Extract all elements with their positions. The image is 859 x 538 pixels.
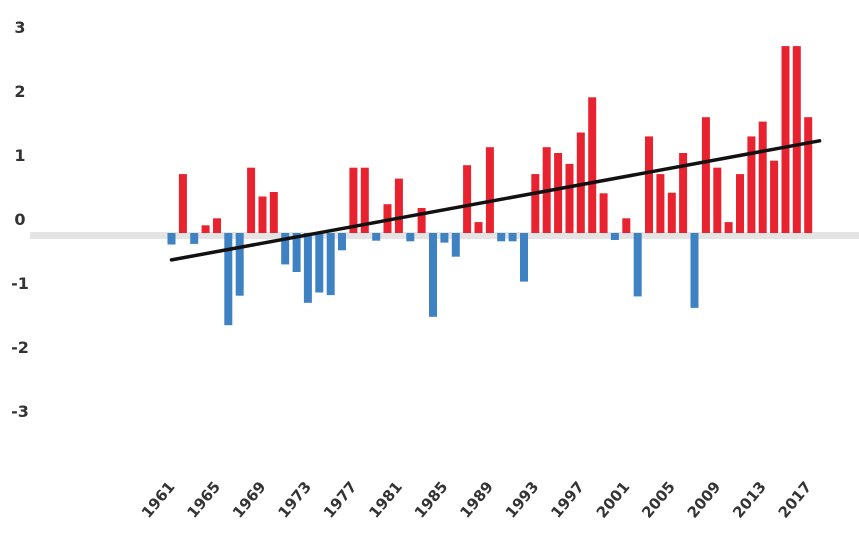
x-tick-label: 2001 bbox=[593, 478, 634, 522]
bar-1996 bbox=[565, 163, 574, 233]
bar-1997 bbox=[576, 132, 585, 233]
bar-1968 bbox=[247, 167, 256, 233]
bar-2013 bbox=[758, 121, 767, 233]
bar-2008 bbox=[701, 117, 710, 233]
bar-1977 bbox=[349, 167, 358, 233]
bar-1969 bbox=[258, 196, 267, 233]
bar-1962 bbox=[178, 174, 187, 233]
x-tick-label: 1985 bbox=[411, 478, 452, 522]
bar-1979 bbox=[372, 233, 381, 241]
bar-2003 bbox=[645, 136, 653, 233]
x-tick-label: 1969 bbox=[229, 478, 270, 522]
bar-1966 bbox=[224, 233, 233, 326]
bar-2002 bbox=[633, 233, 642, 297]
bar-1991 bbox=[508, 233, 517, 242]
bar-2005 bbox=[667, 192, 676, 233]
bar-2015 bbox=[781, 46, 790, 233]
trend-line bbox=[169, 139, 822, 262]
y-axis: 3 2 1 0 -1 -2 -3 bbox=[11, 18, 29, 421]
bar-1995 bbox=[554, 153, 563, 233]
y-tick-label: -2 bbox=[11, 338, 29, 357]
bar-2006 bbox=[679, 153, 688, 233]
bar-1974 bbox=[315, 233, 324, 293]
bar-1983 bbox=[417, 208, 426, 233]
bar-1998 bbox=[588, 97, 597, 233]
y-tick-label: 2 bbox=[14, 82, 25, 101]
x-tick-label: 2009 bbox=[684, 478, 725, 522]
x-tick-label: 1989 bbox=[456, 478, 497, 522]
bar-1981 bbox=[394, 178, 403, 233]
bar-2016 bbox=[792, 46, 801, 233]
bar-1982 bbox=[406, 233, 415, 242]
bar-2011 bbox=[736, 174, 744, 233]
bar-1967 bbox=[235, 233, 244, 296]
y-tick-label: 1 bbox=[14, 146, 25, 165]
bar-2012 bbox=[747, 136, 756, 233]
x-tick-label: 1961 bbox=[138, 478, 179, 522]
bar-2017 bbox=[804, 117, 813, 233]
bar-1971 bbox=[281, 233, 290, 265]
bar-2001 bbox=[622, 218, 631, 233]
bar-1987 bbox=[463, 165, 472, 233]
bar-2010 bbox=[724, 222, 733, 233]
bar-1978 bbox=[360, 167, 369, 233]
y-tick-label: 3 bbox=[14, 18, 25, 37]
x-tick-label: 1997 bbox=[547, 478, 588, 522]
y-tick-label: -3 bbox=[11, 402, 29, 421]
bar-1970 bbox=[269, 192, 278, 233]
trend-line-group bbox=[169, 139, 822, 262]
bar-1961 bbox=[167, 233, 176, 245]
bar-1965 bbox=[213, 218, 221, 233]
bar-1988 bbox=[474, 222, 483, 233]
bar-1963 bbox=[190, 233, 199, 244]
bar-1989 bbox=[485, 147, 494, 233]
x-tick-label: 1965 bbox=[183, 478, 224, 522]
x-tick-label: 1973 bbox=[274, 478, 315, 522]
x-tick-label: 2017 bbox=[775, 478, 816, 522]
y-tick-label: 0 bbox=[14, 210, 25, 229]
bar-1990 bbox=[497, 233, 506, 242]
bar-1993 bbox=[531, 174, 540, 233]
x-tick-label: 2005 bbox=[638, 478, 679, 522]
x-tick-label: 1993 bbox=[502, 478, 543, 522]
bar-2007 bbox=[690, 233, 699, 308]
bar-1985 bbox=[440, 233, 449, 243]
bar-2004 bbox=[656, 174, 665, 233]
bar-2000 bbox=[610, 233, 619, 240]
x-axis: 1961 1965 1969 1973 1977 1981 1985 1989 1993 1997… bbox=[138, 478, 815, 522]
y-tick-label: -1 bbox=[11, 274, 29, 293]
x-tick-label: 1981 bbox=[365, 478, 406, 522]
bar-1976 bbox=[338, 233, 346, 251]
bar-1973 bbox=[303, 233, 312, 303]
bar-1999 bbox=[599, 193, 608, 233]
x-tick-label: 2013 bbox=[729, 478, 770, 522]
bar-1992 bbox=[520, 233, 528, 282]
bar-1986 bbox=[451, 233, 460, 257]
bar-series bbox=[167, 46, 813, 326]
bar-1984 bbox=[429, 233, 437, 317]
bar-1975 bbox=[326, 233, 335, 296]
bar-1964 bbox=[201, 225, 210, 233]
bar-2014 bbox=[770, 160, 779, 233]
bar-2009 bbox=[713, 167, 722, 233]
x-tick-label: 1977 bbox=[320, 478, 361, 522]
bar-1972 bbox=[292, 233, 301, 272]
